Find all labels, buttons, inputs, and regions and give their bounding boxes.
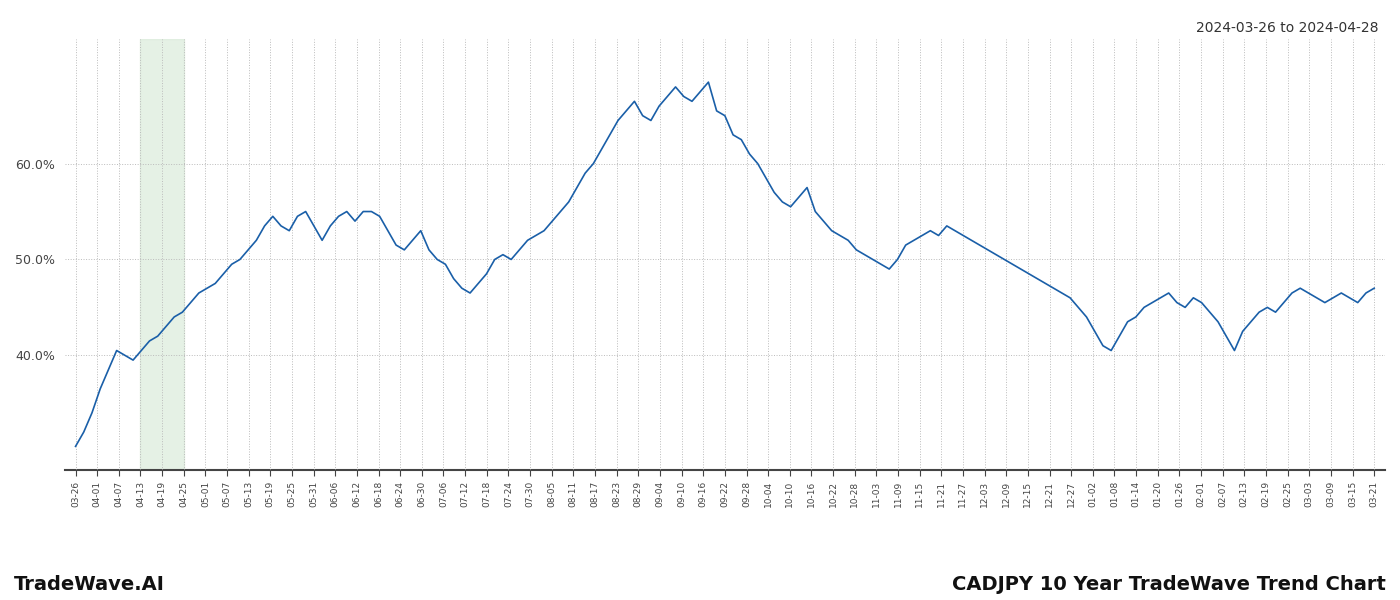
- Text: CADJPY 10 Year TradeWave Trend Chart: CADJPY 10 Year TradeWave Trend Chart: [952, 575, 1386, 594]
- Bar: [140, 39, 183, 470]
- Text: TradeWave.AI: TradeWave.AI: [14, 575, 165, 594]
- Text: 2024-03-26 to 2024-04-28: 2024-03-26 to 2024-04-28: [1197, 21, 1379, 35]
